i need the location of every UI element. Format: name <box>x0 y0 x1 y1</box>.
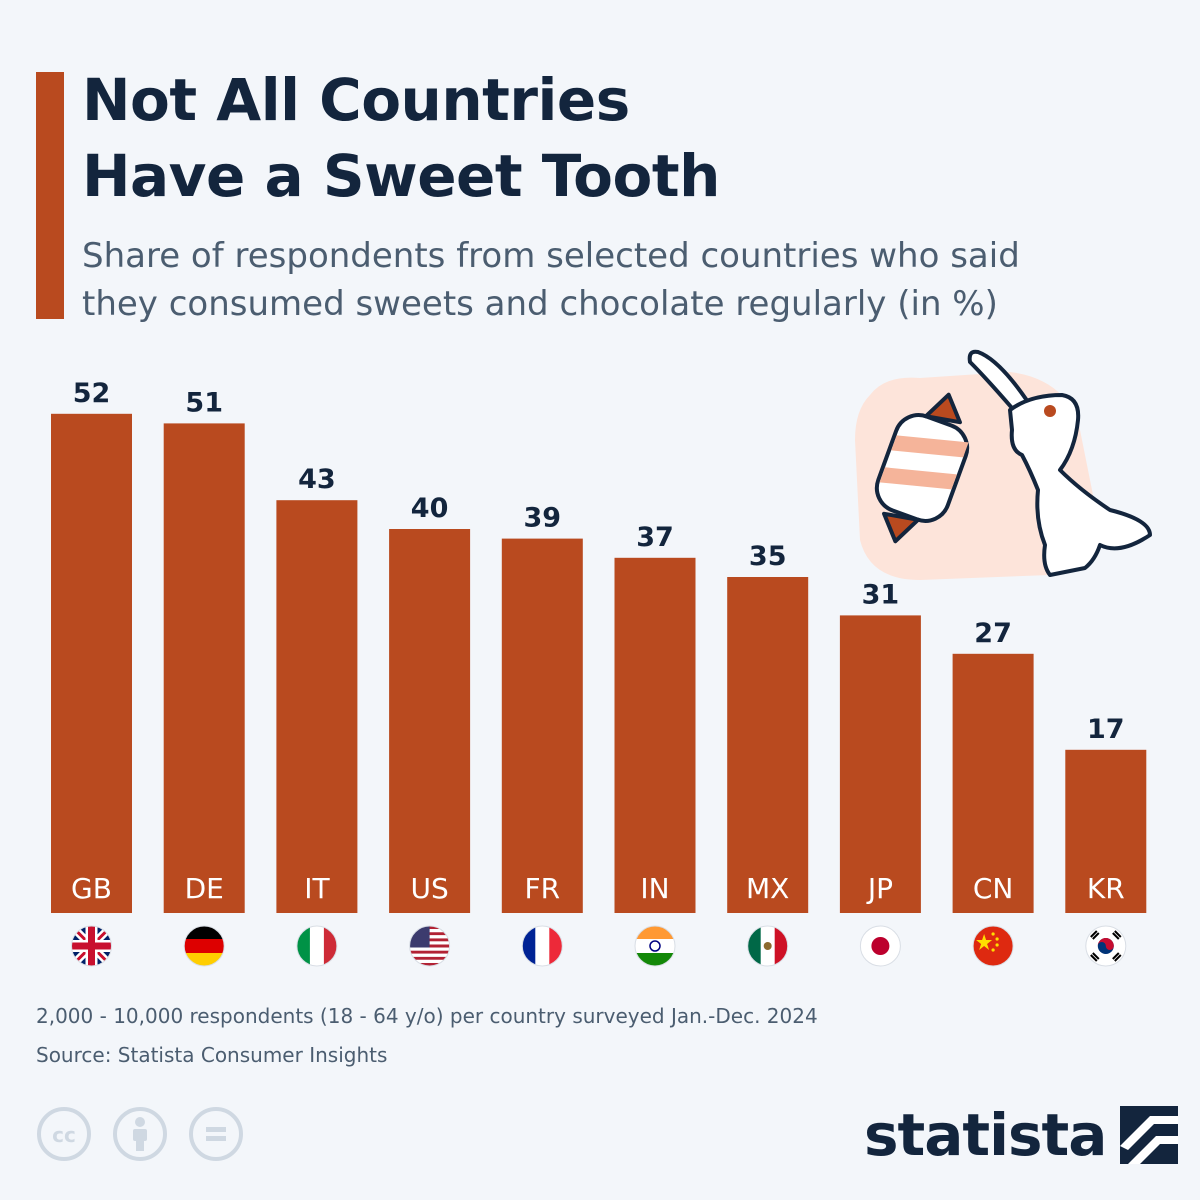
candy-bunny-illustration <box>855 349 1152 580</box>
statista-logo-icon <box>1120 1106 1179 1164</box>
bar-cn <box>952 653 1034 913</box>
category-label-mx: MX <box>746 872 789 905</box>
no-derivatives-icon[interactable] <box>188 1106 244 1162</box>
value-label-de: 51 <box>185 387 223 418</box>
mexico-flag-icon <box>747 925 789 967</box>
value-label-cn: 27 <box>974 618 1012 649</box>
category-label-gb: GB <box>71 872 112 905</box>
survey-note: 2,000 - 10,000 respondents (18 - 64 y/o)… <box>36 1004 818 1028</box>
bars-group: 52 GB 51 DE 43 IT 40 US 39 FR 37 IN 35 MX 31 JP 27 CN 17 KR <box>51 378 1147 913</box>
bar-chart: 52 GB 51 DE 43 IT 40 US 39 FR 37 IN 35 MX 31 JP 27 CN 17 KR <box>51 349 1152 967</box>
value-label-fr: 39 <box>524 503 562 534</box>
value-label-it: 43 <box>298 464 336 495</box>
category-label-de: DE <box>185 872 224 905</box>
bar-kr <box>1065 749 1147 913</box>
category-label-jp: JP <box>866 872 893 905</box>
bar-us <box>389 529 471 913</box>
statista-logo[interactable]: statista <box>864 1100 1179 1170</box>
category-label-us: US <box>410 872 448 905</box>
flags-row <box>71 925 1127 967</box>
category-label-cn: CN <box>973 872 1014 905</box>
chocolate-bunny-icon <box>967 349 1152 577</box>
india-flag-icon <box>634 925 676 967</box>
value-label-gb: 52 <box>73 378 111 409</box>
bar-in <box>614 557 696 913</box>
value-label-us: 40 <box>411 493 449 524</box>
italy-flag-icon <box>296 925 338 967</box>
value-label-in: 37 <box>636 522 674 553</box>
bar-de <box>163 423 245 913</box>
source-text: Source: Statista Consumer Insights <box>36 1043 388 1067</box>
category-label-it: IT <box>304 872 330 905</box>
category-label-fr: FR <box>525 872 561 905</box>
japan-flag-icon <box>859 925 901 967</box>
brand-name: statista <box>864 1101 1107 1169</box>
page-title: Not All Countries Have a Sweet Tooth <box>82 62 1082 214</box>
title-line-2: Have a Sweet Tooth <box>82 142 720 210</box>
title-line-1: Not All Countries <box>82 66 630 134</box>
bar-fr <box>501 538 583 913</box>
value-label-jp: 31 <box>862 579 900 610</box>
license-icons: cc <box>36 1106 244 1162</box>
bar-jp <box>839 615 921 913</box>
bar-gb <box>51 413 132 913</box>
svg-text:cc: cc <box>52 1123 76 1147</box>
bar-it <box>276 500 358 913</box>
germany-flag-icon <box>183 925 225 967</box>
south-korea-flag-icon <box>1085 925 1127 967</box>
creative-commons-icon[interactable]: cc <box>36 1106 92 1162</box>
category-label-in: IN <box>640 872 669 905</box>
category-label-kr: KR <box>1087 872 1125 905</box>
value-label-kr: 17 <box>1087 714 1125 745</box>
usa-flag-icon <box>409 925 451 967</box>
france-flag-icon <box>521 925 563 967</box>
accent-bar <box>36 72 64 319</box>
uk-flag-icon <box>71 925 112 967</box>
bar-mx <box>727 577 809 913</box>
page-subtitle: Share of respondents from selected count… <box>82 232 1162 328</box>
subtitle-line-2: they consumed sweets and chocolate regul… <box>82 284 998 324</box>
value-label-mx: 35 <box>749 541 787 572</box>
attribution-icon[interactable] <box>112 1106 168 1162</box>
subtitle-line-1: Share of respondents from selected count… <box>82 236 1020 276</box>
china-flag-icon <box>972 925 1014 967</box>
wrapped-candy-icon <box>874 392 970 544</box>
